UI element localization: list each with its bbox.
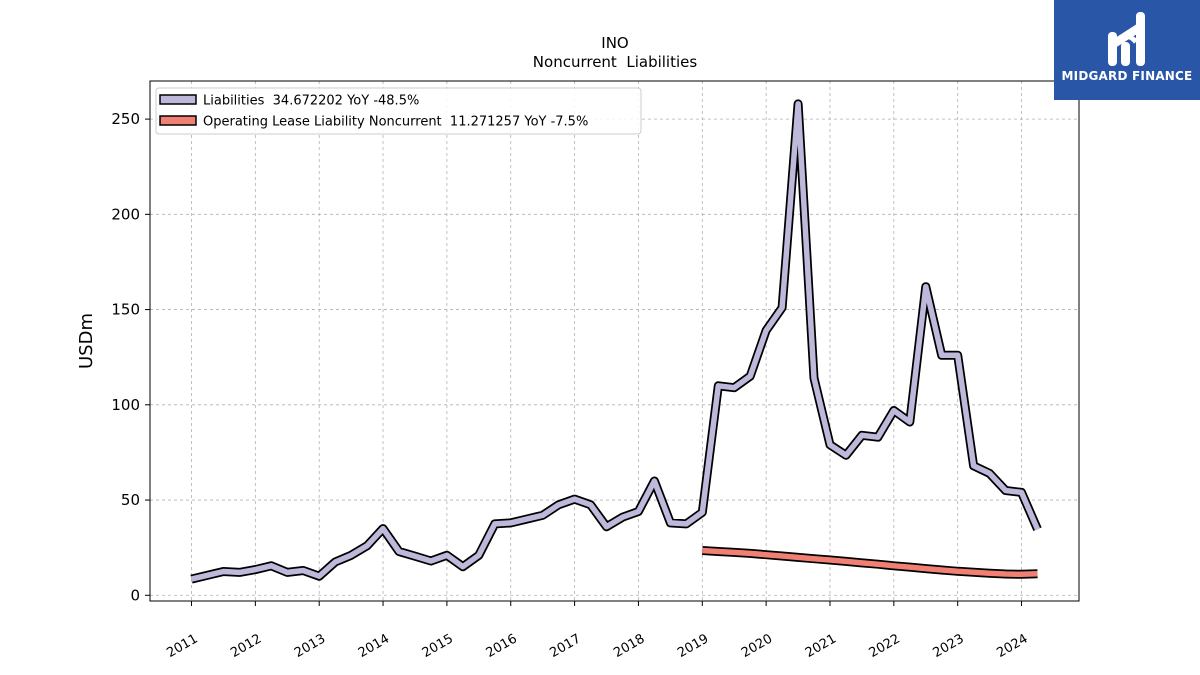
legend-label-liabilities: Liabilities 34.672202 YoY -48.5% xyxy=(203,94,419,109)
x-tick-label: 2016 xyxy=(484,631,520,661)
y-tick-label: 100 xyxy=(111,396,140,414)
legend-box xyxy=(155,87,642,135)
y-tick-label: 0 xyxy=(130,586,140,604)
series-outline-liabilities xyxy=(190,99,1042,584)
series-layer xyxy=(190,99,1042,584)
x-tick-label: 2024 xyxy=(994,631,1030,661)
midgard-finance-logo: MIDGARD FINANCE xyxy=(1054,0,1200,100)
legend-swatch-liabilities xyxy=(159,94,197,105)
x-tick-label: 2013 xyxy=(292,631,328,661)
legend: Liabilities 34.672202 YoY -48.5% Operati… xyxy=(155,87,642,135)
x-tick-label: 2011 xyxy=(164,631,200,661)
x-axis: 2011 2012 2013 2014 2015 2016 2017 2018 2019 2020… xyxy=(164,601,1031,661)
x-tick-label: 2015 xyxy=(420,631,456,661)
x-tick-label: 2020 xyxy=(739,631,775,661)
series-line-operating-lease-liability-noncurrent xyxy=(702,547,1038,578)
y-tick-label: 200 xyxy=(111,205,140,223)
chart-subtitle: Noncurrent Liabilities xyxy=(533,53,698,71)
x-tick-label: 2017 xyxy=(547,631,583,661)
x-tick-label: 2019 xyxy=(675,631,711,661)
chart-title: INO xyxy=(601,34,628,52)
x-tick-label: 2022 xyxy=(867,631,903,661)
x-tick-label: 2012 xyxy=(228,631,264,661)
y-tick-label: 150 xyxy=(111,301,140,319)
y-tick-label: 250 xyxy=(111,110,140,128)
midgard-logo-icon xyxy=(1108,12,1145,66)
x-tick-label: 2018 xyxy=(611,631,647,661)
y-axis-label: USDm xyxy=(76,313,97,369)
y-tick-label: 50 xyxy=(121,491,140,509)
legend-swatch-operating-lease xyxy=(159,115,197,126)
y-axis: 0 50 100 150 200 250 xyxy=(111,110,150,604)
logo-text: MIDGARD FINANCE xyxy=(1061,69,1193,83)
x-tick-label: 2023 xyxy=(931,631,967,661)
plot-frame xyxy=(149,80,1080,602)
series-line-liabilities xyxy=(190,101,1041,582)
legend-label-operating-lease: Operating Lease Liability Noncurrent 11.… xyxy=(203,115,588,130)
x-tick-label: 2014 xyxy=(356,631,392,661)
x-tick-label: 2021 xyxy=(803,631,839,661)
